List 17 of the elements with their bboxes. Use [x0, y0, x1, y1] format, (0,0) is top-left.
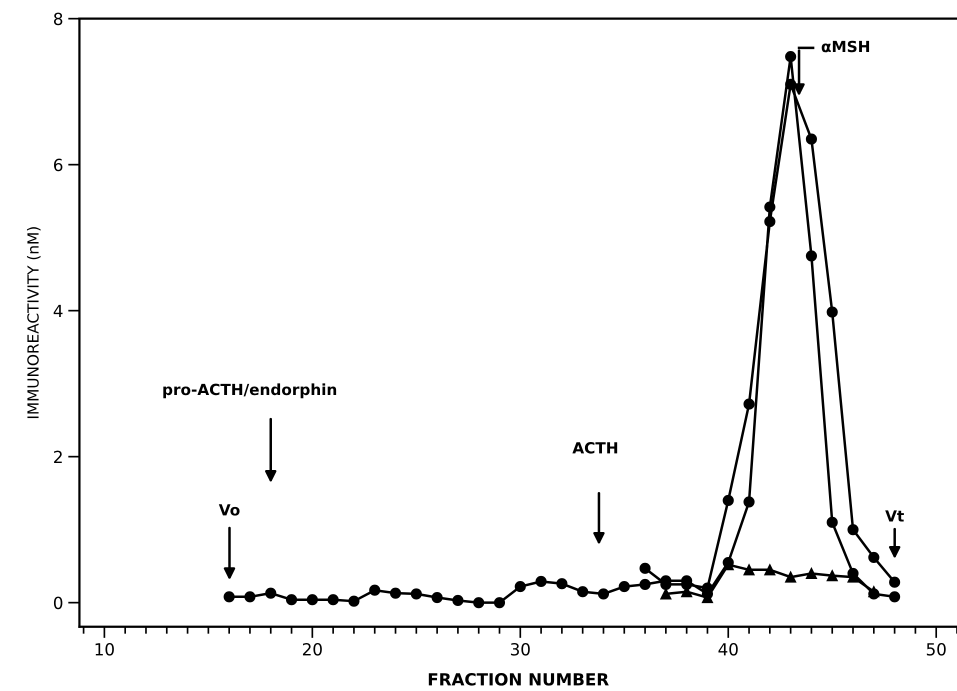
x-tick-label: 50: [926, 643, 946, 656]
annotation: pro-ACTH/endorphin: [163, 383, 336, 398]
y-tick-label: 0: [54, 596, 62, 610]
annotation: Vo: [218, 504, 240, 516]
x-tick-label: 10: [96, 643, 114, 656]
y-tick-label: 4: [54, 304, 63, 317]
annotation: ACTH: [572, 442, 618, 454]
annotation: αMSH: [822, 40, 870, 52]
y-tick-label: 2: [54, 450, 62, 463]
y-tick-label: 6: [54, 158, 62, 172]
y-tick-label: 8: [54, 12, 62, 26]
annotation: Vt: [885, 510, 904, 522]
x-tick-label: 30: [510, 643, 530, 656]
x-tick-label: 20: [302, 643, 322, 656]
x-axis-title: FRACTION NUMBER: [428, 673, 609, 686]
y-axis-title: IMMUNOREACTIVITY (nM): [26, 227, 41, 418]
x-tick-label: 40: [718, 643, 738, 656]
